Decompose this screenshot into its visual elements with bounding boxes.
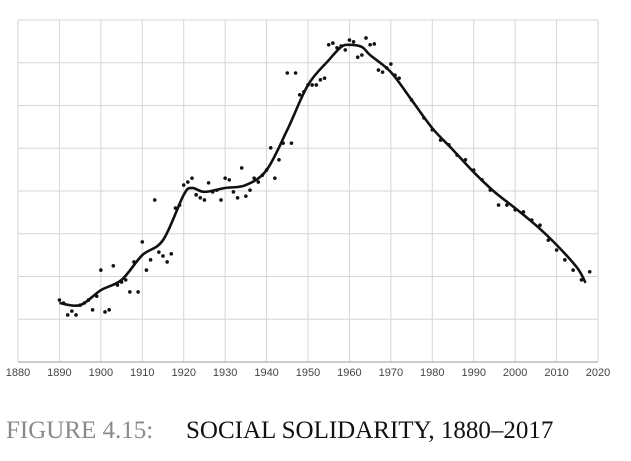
data-point — [360, 53, 364, 57]
data-point — [90, 308, 95, 312]
x-tick-label: 1970 — [379, 367, 403, 379]
data-point — [65, 313, 70, 317]
data-point — [157, 250, 161, 254]
data-point — [364, 36, 368, 40]
data-point — [277, 157, 281, 162]
data-point — [248, 188, 252, 192]
data-point — [136, 290, 140, 294]
data-point — [368, 42, 372, 47]
x-tick-label: 1890 — [47, 367, 71, 379]
data-point — [322, 76, 327, 80]
data-point — [169, 252, 174, 256]
data-point — [571, 268, 575, 272]
data-point — [107, 308, 111, 312]
data-point — [355, 55, 360, 59]
x-tick-label: 2020 — [586, 367, 610, 379]
trend-line — [59, 43, 587, 308]
data-point — [289, 141, 294, 145]
data-point — [144, 268, 149, 272]
data-point — [293, 71, 298, 75]
data-point — [190, 176, 194, 180]
data-point — [231, 190, 236, 194]
data-point — [140, 240, 145, 244]
x-tick-label: 1960 — [337, 367, 361, 379]
data-point — [235, 196, 240, 200]
data-point — [376, 68, 381, 72]
data-point — [343, 48, 348, 52]
x-tick-label: 1940 — [254, 367, 278, 379]
data-point — [318, 78, 323, 82]
data-point — [310, 83, 314, 87]
data-point — [496, 203, 501, 207]
data-point — [186, 180, 190, 184]
data-point — [219, 198, 223, 202]
x-tick-label: 1990 — [461, 367, 485, 379]
data-point — [70, 309, 74, 313]
data-point — [198, 196, 203, 200]
x-tick-label: 1950 — [296, 367, 320, 379]
x-tick-label: 1980 — [420, 367, 444, 379]
data-point — [99, 268, 103, 272]
data-point — [239, 166, 244, 170]
x-tick-label: 1910 — [130, 367, 154, 379]
data-point — [74, 313, 78, 317]
data-point — [111, 264, 116, 268]
chart-title: SOCIAL SOLIDARITY, 1880–2017 — [186, 417, 553, 444]
data-point — [223, 176, 227, 180]
data-point — [103, 310, 107, 314]
data-point — [273, 176, 277, 180]
data-point — [351, 40, 356, 44]
data-point — [152, 198, 157, 202]
figure-label: FIGURE 4.15: — [6, 417, 153, 444]
data-point — [297, 93, 302, 97]
data-point — [314, 83, 319, 87]
x-tick-label: 1920 — [171, 367, 195, 379]
data-point — [206, 181, 211, 185]
data-point — [587, 269, 592, 274]
data-point — [505, 203, 509, 207]
data-point — [123, 278, 128, 282]
data-point — [326, 42, 331, 47]
data-point — [554, 248, 559, 252]
data-point — [194, 193, 198, 197]
x-tick-label: 1900 — [89, 367, 113, 379]
x-tick-label: 2000 — [503, 367, 527, 379]
data-point — [161, 254, 165, 258]
data-point — [244, 194, 248, 198]
data-point — [165, 260, 169, 264]
data-point — [331, 41, 335, 45]
data-point — [256, 180, 261, 184]
data-point — [389, 62, 393, 66]
data-point — [380, 70, 385, 74]
data-point — [227, 178, 232, 182]
x-tick-label: 1930 — [213, 367, 237, 379]
data-point — [148, 258, 153, 262]
x-tick-label: 1880 — [6, 367, 30, 379]
data-point — [268, 146, 273, 150]
data-point — [181, 183, 186, 187]
data-point — [538, 223, 542, 227]
data-point — [57, 298, 62, 302]
data-point — [202, 198, 207, 202]
data-point — [397, 76, 401, 80]
x-tick-label: 2010 — [544, 367, 568, 379]
data-point — [563, 258, 567, 262]
data-point — [285, 71, 290, 75]
data-point — [372, 42, 377, 46]
data-point — [128, 290, 132, 294]
data-point — [347, 38, 352, 42]
